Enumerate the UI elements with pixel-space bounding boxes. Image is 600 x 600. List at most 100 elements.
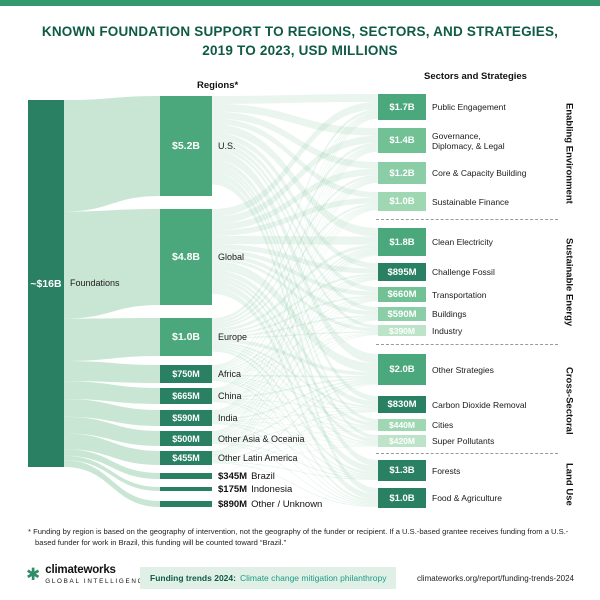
climateworks-flower-icon: ✱	[26, 565, 41, 584]
sector-value: $1.4B	[389, 135, 415, 146]
sector-label-other-strategies: Other Strategies	[432, 364, 494, 375]
report-title: Climate change mitigation philanthropy	[239, 573, 387, 583]
sector-label-clean-electricity: Clean Electricity	[432, 237, 493, 247]
region-label-us: U.S.	[218, 141, 236, 151]
sector-node-food-agriculture: $1.0B	[378, 488, 426, 508]
sector-label-governance-diplomacy-legal: Governance, Diplomacy, & Legal	[432, 130, 505, 151]
sector-label-transportation: Transportation	[432, 289, 487, 300]
region-node-other-unknown	[160, 501, 212, 507]
region-node-europe: $1.0B	[160, 318, 212, 356]
group-label-enabling-environment: Enabling Environment	[563, 102, 575, 204]
sector-node-public-engagement: $1.7B	[378, 94, 426, 120]
title-line-1: KNOWN FOUNDATION SUPPORT TO REGIONS, SEC…	[41, 24, 559, 39]
region-node-other-latin-america: $455M	[160, 451, 212, 465]
region-value: $175M	[218, 483, 248, 495]
sector-node-governance-diplomacy-legal: $1.4B	[378, 128, 426, 153]
sector-value: $2.0B	[389, 364, 415, 375]
sector-label-core-capacity-building: Core & Capacity Building	[432, 168, 527, 178]
region-value: $1.0B	[171, 331, 201, 343]
report-label: Funding trends 2024:	[150, 573, 236, 583]
region-node-india: $590M	[160, 410, 212, 426]
region-label-indonesia: Indonesia	[251, 483, 293, 495]
report-band: Funding trends 2024: Climate change miti…	[140, 567, 397, 589]
footnote: * Funding by region is based on the geog…	[28, 527, 569, 547]
sector-node-sustainable-finance: $1.0B	[378, 192, 426, 211]
brand-block: ✱ climateworks GLOBAL INTELLIGENCE	[26, 564, 150, 585]
region-label-other-asia-oceania: Other Asia & Oceania	[218, 433, 305, 444]
sector-node-super-pollutants: $420M	[378, 435, 426, 447]
group-label-sustainable-energy: Sustainable Energy	[563, 238, 575, 327]
brand-name: climateworks	[45, 564, 116, 576]
region-value: $665M	[172, 391, 200, 401]
region-label-africa: Africa	[218, 369, 242, 379]
sector-value: $660M	[387, 289, 417, 300]
title-line-2: 2019 TO 2023, USD MILLIONS	[202, 43, 398, 58]
page-title: KNOWN FOUNDATION SUPPORT TO REGIONS, SEC…	[0, 22, 600, 60]
sector-value: $1.0B	[389, 196, 415, 207]
group-separator	[376, 453, 558, 454]
region-value: $890M	[218, 498, 248, 510]
region-node-africa: $750M	[160, 365, 212, 383]
sector-node-challenge-fossil: $895M	[378, 263, 426, 281]
sector-label-challenge-fossil: Challenge Fossil	[432, 267, 495, 277]
region-label-india: India	[218, 413, 238, 423]
sector-node-forests: $1.3B	[378, 460, 426, 481]
sector-node-cities: $440M	[378, 419, 426, 431]
sector-node-buildings: $590M	[378, 307, 426, 321]
region-node-china: $665M	[160, 388, 212, 404]
region-row-other-unknown: $890M Other / Unknown	[218, 498, 322, 510]
sector-value: $590M	[387, 308, 417, 320]
region-label-china: China	[218, 391, 242, 401]
sector-value: $1.0B	[389, 492, 415, 504]
sectors-column-header: Sectors and Strategies	[424, 71, 527, 82]
sector-label-carbon-dioxide-removal: Carbon Dioxide Removal	[432, 399, 527, 410]
source-node-value: ~$16B	[30, 277, 62, 290]
region-value: $500M	[172, 433, 200, 444]
source-node-label: Foundations	[70, 278, 120, 288]
sector-value: $440M	[389, 420, 415, 430]
region-row-brazil: $345M Brazil	[218, 470, 275, 482]
region-value: $750M	[172, 369, 200, 379]
sector-label-public-engagement: Public Engagement	[432, 102, 506, 112]
region-value: $590M	[172, 413, 200, 423]
brand-subtitle: GLOBAL INTELLIGENCE	[45, 578, 150, 585]
sector-label-buildings: Buildings	[432, 309, 467, 319]
region-node-indonesia	[160, 487, 212, 491]
report-url[interactable]: climateworks.org/report/funding-trends-2…	[417, 574, 574, 583]
group-label-cross-sectoral: Cross-Sectoral	[563, 367, 575, 435]
region-label-other-latin-america: Other Latin America	[218, 453, 298, 463]
region-label-other-unknown: Other / Unknown	[251, 498, 323, 510]
region-value: $345M	[218, 470, 248, 482]
sector-value: $830M	[387, 399, 417, 410]
sector-label-cities: Cities	[432, 420, 454, 430]
region-value: $5.2B	[171, 140, 201, 152]
sector-label-industry: Industry	[432, 325, 463, 336]
region-node-brazil	[160, 473, 212, 479]
sector-node-clean-electricity: $1.8B	[378, 228, 426, 256]
group-separator	[376, 344, 558, 345]
sector-node-other-strategies: $2.0B	[378, 354, 426, 385]
sector-value: $895M	[387, 266, 417, 278]
sector-label-super-pollutants: Super Pollutants	[432, 436, 495, 446]
sector-value: $1.2B	[389, 167, 415, 179]
sector-value: $420M	[389, 436, 415, 446]
region-value: $4.8B	[171, 251, 201, 263]
sector-label-forests: Forests	[432, 465, 461, 476]
sector-label-sustainable-finance: Sustainable Finance	[432, 196, 510, 207]
sector-value: $1.8B	[389, 236, 415, 248]
regions-column-header: Regions*	[197, 80, 239, 91]
top-accent-bar	[0, 0, 600, 6]
region-value: $455M	[172, 453, 200, 463]
region-node-global: $4.8B	[160, 209, 212, 305]
source-node-foundations: ~$16B	[28, 100, 64, 467]
sector-value: $390M	[389, 325, 415, 336]
sector-label-food-agriculture: Food & Agriculture	[432, 493, 502, 503]
group-separator	[376, 219, 558, 220]
region-node-other-asia-oceania: $500M	[160, 431, 212, 446]
region-node-us: $5.2B	[160, 96, 212, 196]
group-label-land-use: Land Use	[563, 462, 575, 506]
region-label-europe: Europe	[218, 332, 248, 342]
region-label-brazil: Brazil	[251, 470, 275, 482]
sector-node-industry: $390M	[378, 325, 426, 336]
